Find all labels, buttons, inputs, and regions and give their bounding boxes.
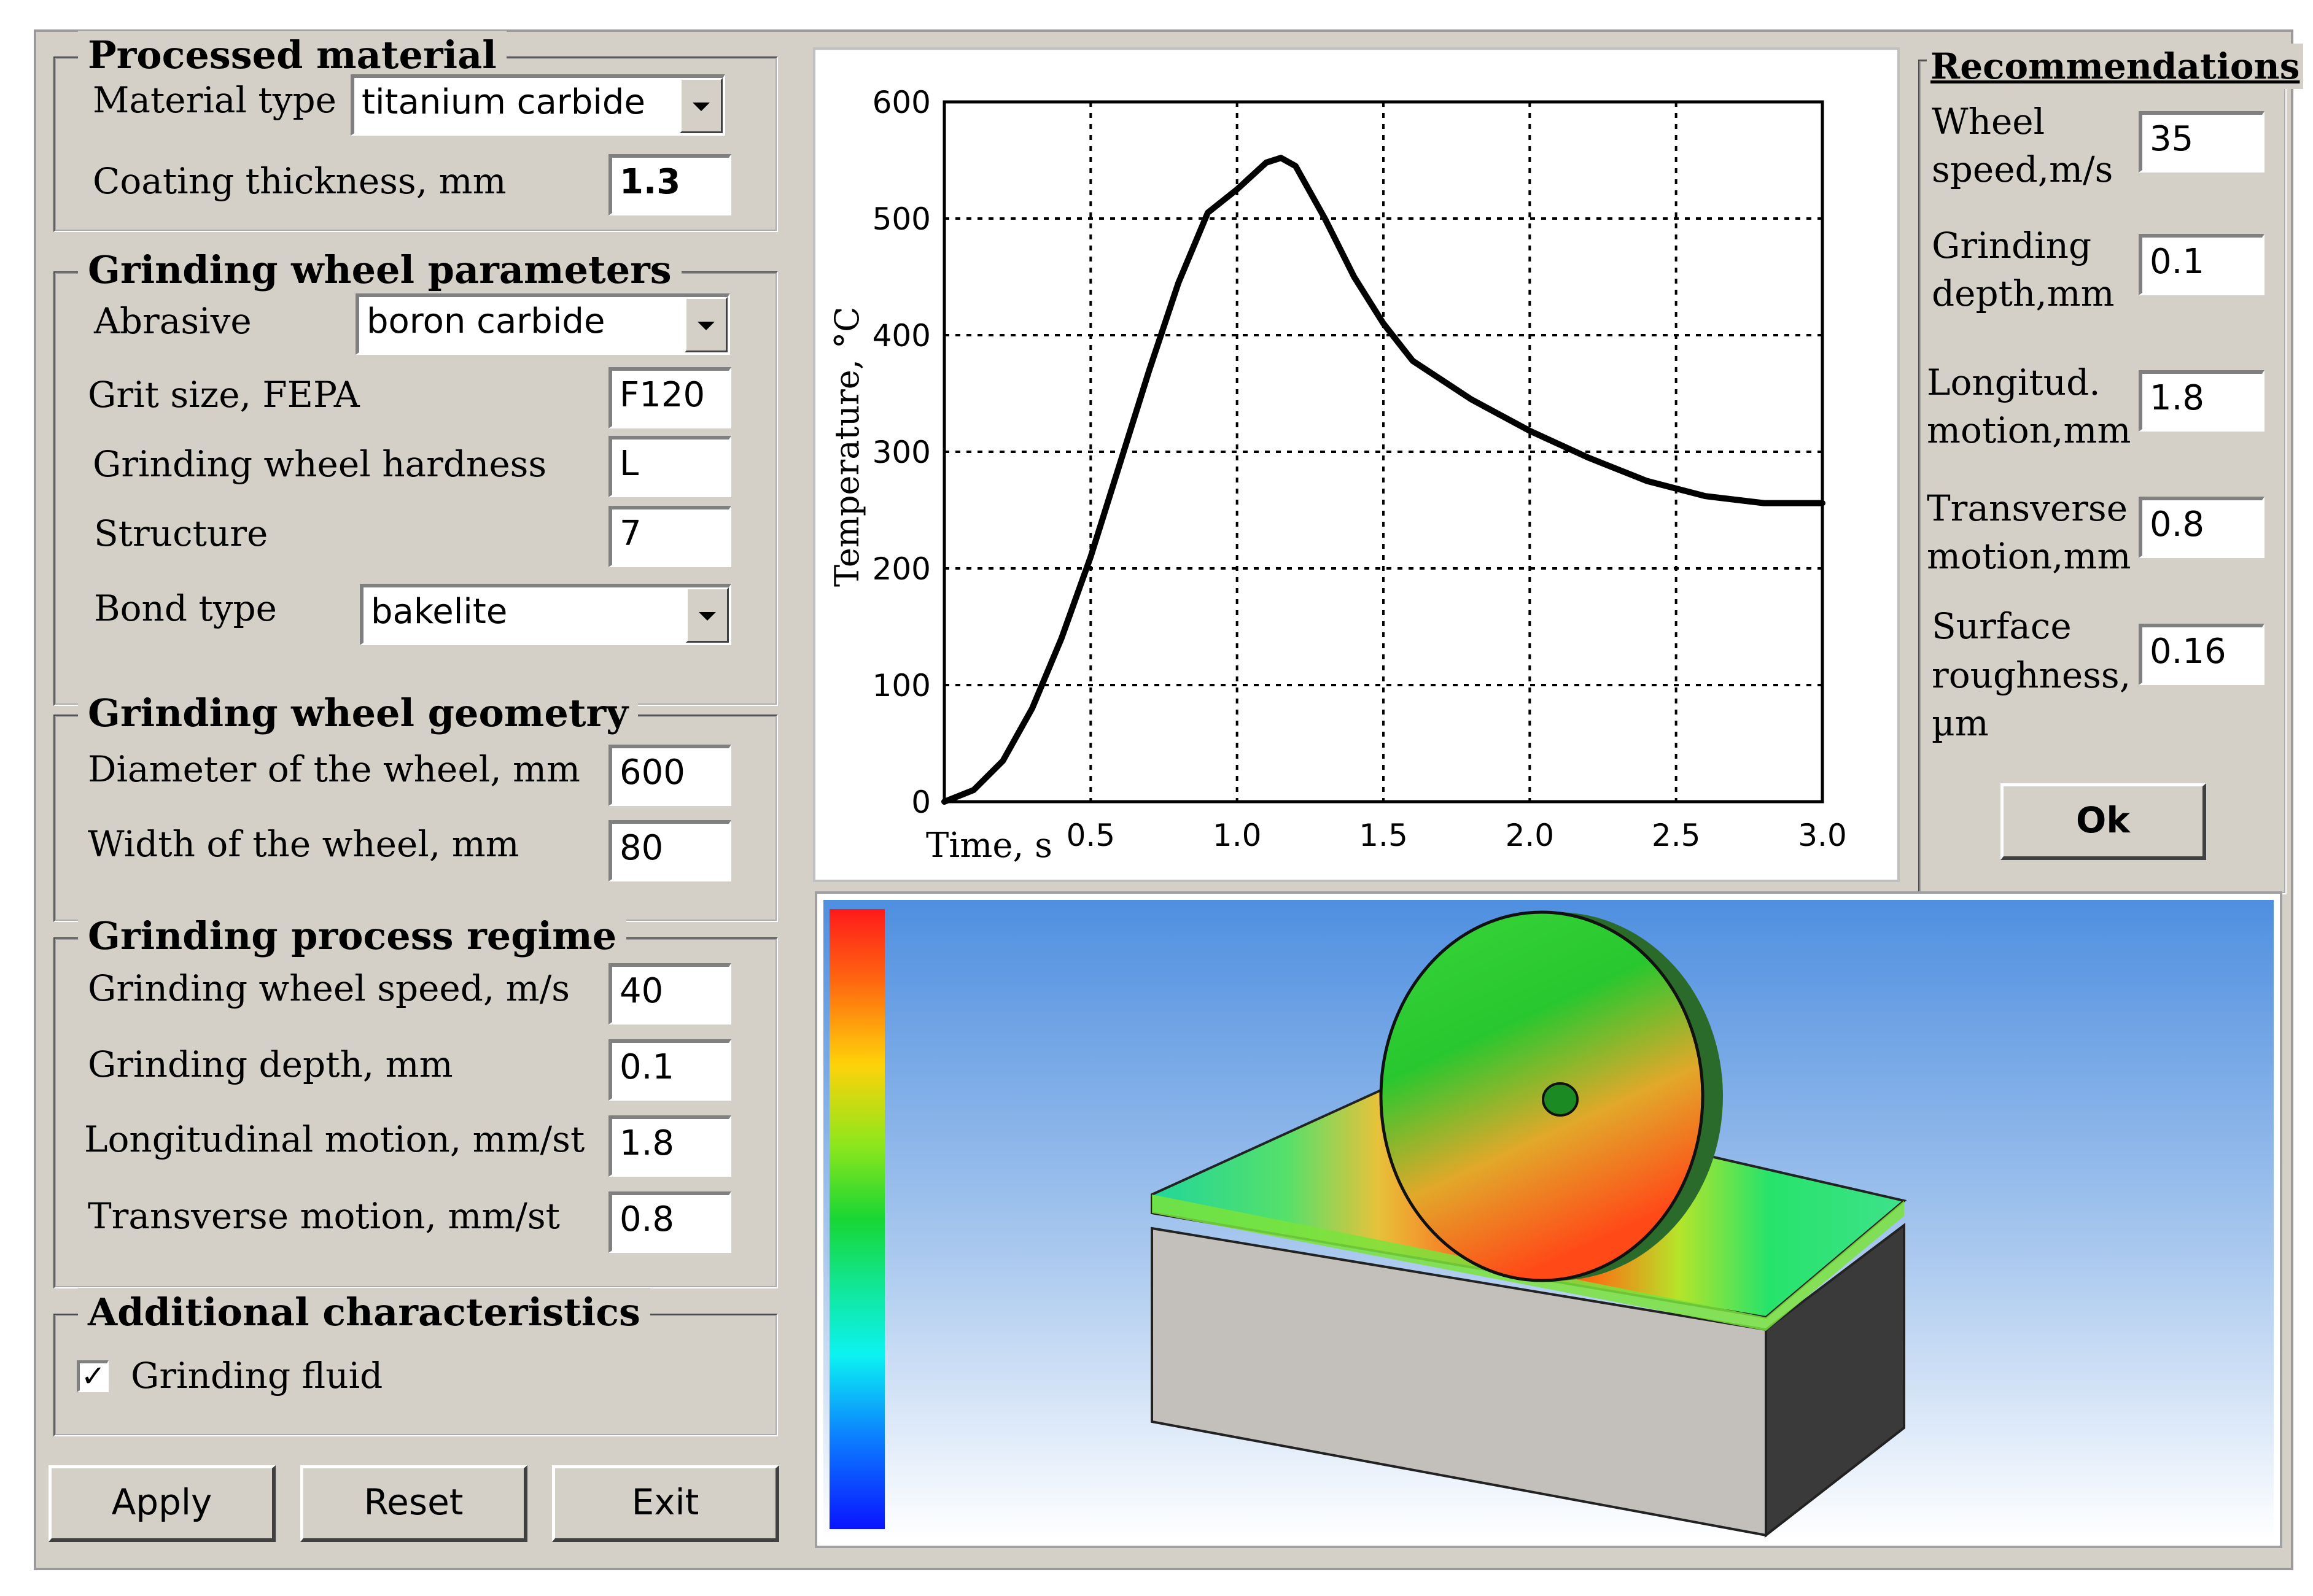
temperature-curve: [941, 155, 1825, 805]
rec-roughness-label-1: Surface: [1932, 605, 2072, 647]
y-tick-label: 300: [873, 435, 931, 470]
temperature-chart: 0 100 200 300 400 500 600 0.5 1.0 1.5 2.0 2.5 3.0 T…: [828, 85, 1847, 866]
recommendations-group: Recommendations Wheel speed,m/s 35 Grind…: [1918, 44, 2304, 894]
rec-roughness-label-2: roughness,: [1932, 654, 2131, 696]
abrasive-dropdown-arrow-icon[interactable]: [685, 297, 728, 352]
x-tick-label: 1.0: [1213, 818, 1262, 853]
bond-type-value: bakelite: [371, 592, 508, 632]
y-tick-labels: 0 100 200 300 400 500 600: [873, 85, 931, 820]
color-scale-bar: [830, 909, 885, 1529]
x-tick-label: 2.0: [1506, 818, 1555, 853]
wheel-speed-label: Grinding wheel speed, m/s: [88, 967, 570, 1009]
grinding-fluid-checkbox[interactable]: ✓: [77, 1360, 109, 1392]
abrasive-label: Abrasive: [94, 300, 252, 342]
x-tick-label: 2.5: [1652, 818, 1701, 853]
rec-depth-label-1: Grinding: [1932, 225, 2092, 266]
bond-type-dropdown-arrow-icon[interactable]: [686, 587, 729, 643]
wheel-params-title: Grinding wheel parameters: [78, 246, 682, 295]
abrasive-select[interactable]: boron carbide: [356, 293, 730, 355]
recommendations-title: Recommendations: [1927, 44, 2304, 89]
wheel-geometry-title: Grinding wheel geometry: [78, 689, 639, 738]
transverse-motion-label: Transverse motion, mm/st: [88, 1195, 560, 1237]
apply-button[interactable]: Apply: [49, 1465, 276, 1542]
grinding-depth-input[interactable]: 0.1: [608, 1039, 731, 1101]
rec-transverse-label-2: motion,mm: [1927, 535, 2131, 577]
processed-material-title: Processed material: [78, 31, 507, 80]
temperature-chart-panel: 0 100 200 300 400 500 600 0.5 1.0 1.5 2.0 2.5 3.0 T…: [813, 47, 1900, 882]
grit-size-input[interactable]: F120: [608, 367, 731, 428]
wheel-hub-icon: [1542, 1082, 1579, 1117]
material-type-value: titanium carbide: [362, 82, 645, 122]
rec-transverse-label-1: Transverse: [1927, 487, 2128, 529]
rec-speed-label-2: speed,m/s: [1932, 149, 2113, 190]
grinding-depth-label: Grinding depth, mm: [88, 1044, 453, 1085]
transverse-motion-input[interactable]: 0.8: [608, 1191, 731, 1253]
rec-longitudinal-label-2: motion,mm: [1927, 409, 2131, 451]
diameter-input[interactable]: 600: [608, 745, 731, 806]
wheel-geometry-group: Grinding wheel geometry Diameter of the …: [53, 689, 778, 922]
rec-depth-input[interactable]: 0.1: [2139, 234, 2264, 295]
wheel-params-group: Grinding wheel parameters Abrasive boron…: [53, 246, 778, 706]
coating-thickness-input[interactable]: 1.3: [608, 154, 731, 215]
longitudinal-motion-input[interactable]: 1.8: [608, 1115, 731, 1177]
abrasive-value: boron carbide: [367, 301, 605, 341]
process-regime-group: Grinding process regime Grinding wheel s…: [53, 912, 778, 1288]
exit-button[interactable]: Exit: [552, 1465, 779, 1542]
wheel-speed-input[interactable]: 40: [608, 963, 731, 1025]
y-tick-label: 400: [873, 318, 931, 354]
structure-label: Structure: [94, 513, 268, 554]
rec-depth-label-2: depth,mm: [1932, 273, 2115, 314]
x-tick-label: 1.5: [1359, 818, 1408, 853]
y-tick-label: 600: [873, 85, 931, 120]
ok-button[interactable]: Ok: [2000, 783, 2206, 860]
y-tick-label: 200: [873, 551, 931, 587]
y-tick-label: 0: [911, 784, 931, 820]
rec-transverse-input[interactable]: 0.8: [2139, 497, 2264, 558]
grit-size-label: Grit size, FEPA: [88, 374, 360, 416]
bond-type-select[interactable]: bakelite: [360, 584, 731, 645]
x-tick-labels: 0.5 1.0 1.5 2.0 2.5 3.0: [1067, 818, 1847, 853]
rec-longitudinal-label-1: Longitud.: [1927, 362, 2101, 403]
rec-roughness-label-3: µm: [1932, 702, 1989, 744]
longitudinal-motion-label: Longitudinal motion, mm/st: [84, 1118, 585, 1160]
reset-button[interactable]: Reset: [300, 1465, 527, 1542]
width-label: Width of the wheel, mm: [88, 823, 519, 865]
structure-input[interactable]: 7: [608, 506, 731, 567]
rec-roughness-input[interactable]: 0.16: [2139, 624, 2264, 685]
y-tick-label: 100: [873, 668, 931, 703]
y-axis-label: Temperature, °C: [828, 307, 866, 587]
width-input[interactable]: 80: [608, 820, 731, 881]
process-regime-title: Grinding process regime: [78, 912, 627, 961]
processed-material-group: Processed material Material type titaniu…: [53, 31, 778, 232]
coating-thickness-label: Coating thickness, mm: [93, 160, 507, 202]
diameter-label: Diameter of the wheel, mm: [88, 748, 581, 790]
material-type-label: Material type: [93, 79, 336, 121]
bond-type-label: Bond type: [94, 587, 277, 629]
x-tick-label: 3.0: [1798, 818, 1847, 853]
plot-area-frame: [943, 100, 1824, 804]
grinding-wheel: [1379, 910, 1705, 1282]
y-tick-label: 500: [873, 201, 931, 237]
material-type-dropdown-arrow-icon[interactable]: [680, 78, 723, 133]
material-type-select[interactable]: titanium carbide: [351, 74, 725, 136]
temperature-field-svg: [823, 900, 2274, 1540]
additional-title: Additional characteristics: [78, 1288, 650, 1337]
workpiece-end-face: [1765, 1222, 1905, 1538]
main-window: Processed material Material type titaniu…: [34, 29, 2304, 1570]
rec-speed-input[interactable]: 35: [2139, 111, 2264, 172]
hardness-input[interactable]: L: [608, 436, 731, 497]
additional-group: Additional characteristics ✓ Grinding fl…: [53, 1288, 778, 1436]
rec-speed-label-1: Wheel: [1932, 101, 2045, 142]
hardness-label: Grinding wheel hardness: [93, 443, 547, 485]
x-tick-label: 0.5: [1067, 818, 1116, 853]
x-axis-label: Time, s: [926, 826, 1052, 866]
chart-grid: [944, 102, 1822, 802]
rec-longitudinal-input[interactable]: 1.8: [2139, 370, 2264, 432]
grinding-fluid-label: Grinding fluid: [131, 1355, 383, 1396]
temperature-field-visualization: [815, 891, 2282, 1548]
